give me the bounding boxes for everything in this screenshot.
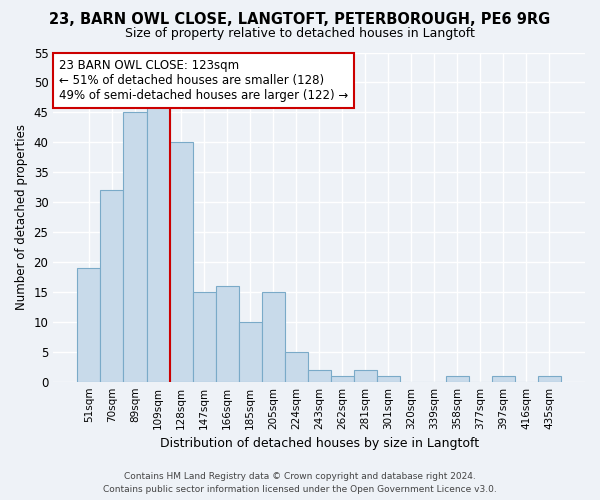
Bar [77,268,100,382]
Bar [308,370,331,382]
Bar [492,376,515,382]
Bar [170,142,193,382]
Bar [124,112,146,382]
Y-axis label: Number of detached properties: Number of detached properties [15,124,28,310]
Bar [239,322,262,382]
Text: 23 BARN OWL CLOSE: 123sqm
← 51% of detached houses are smaller (128)
49% of semi: 23 BARN OWL CLOSE: 123sqm ← 51% of detac… [59,59,348,102]
Bar [100,190,124,382]
X-axis label: Distribution of detached houses by size in Langtoft: Distribution of detached houses by size … [160,437,479,450]
Bar [262,292,284,382]
Bar [193,292,215,382]
Text: Size of property relative to detached houses in Langtoft: Size of property relative to detached ho… [125,28,475,40]
Text: Contains HM Land Registry data © Crown copyright and database right 2024.
Contai: Contains HM Land Registry data © Crown c… [103,472,497,494]
Bar [538,376,561,382]
Bar [331,376,353,382]
Text: 23, BARN OWL CLOSE, LANGTOFT, PETERBOROUGH, PE6 9RG: 23, BARN OWL CLOSE, LANGTOFT, PETERBOROU… [49,12,551,28]
Bar [353,370,377,382]
Bar [215,286,239,382]
Bar [284,352,308,382]
Bar [446,376,469,382]
Bar [377,376,400,382]
Bar [146,106,170,382]
